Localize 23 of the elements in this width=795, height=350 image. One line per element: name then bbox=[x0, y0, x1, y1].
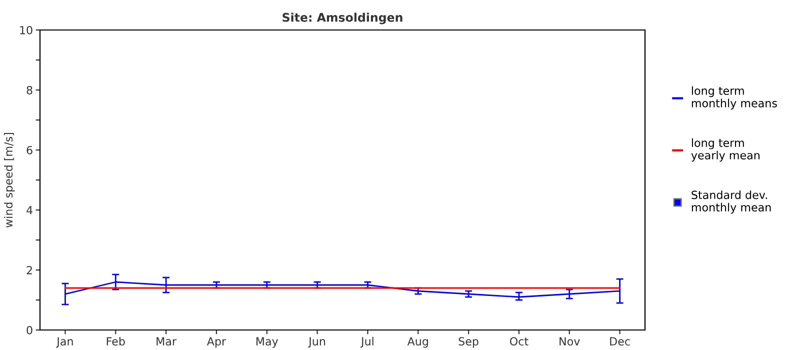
legend-label: long term monthly means bbox=[692, 86, 777, 110]
chart-title: Site: Amsoldingen bbox=[282, 12, 402, 24]
x-tick-label: May bbox=[256, 337, 278, 348]
x-tick-label: Sep bbox=[458, 337, 478, 348]
x-tick-label: Dec bbox=[610, 337, 630, 346]
x-tick-label: Oct bbox=[510, 337, 528, 346]
x-tick-label: Jul bbox=[360, 336, 374, 348]
x-tick-label: Jan bbox=[56, 337, 73, 348]
y-axis-title: wind speed [m/s] bbox=[4, 132, 15, 228]
x-tick-label: Nov bbox=[560, 337, 580, 346]
x-tick-label: Aug bbox=[407, 337, 428, 348]
y-tick-label: 8 bbox=[26, 86, 32, 94]
x-tick-label: Jun bbox=[308, 337, 326, 348]
y-tick-label: 4 bbox=[26, 206, 32, 214]
text: Standard dev. monthly mean bbox=[692, 190, 771, 214]
y-tick-label: 10 bbox=[20, 26, 32, 34]
y-tick-label: 2 bbox=[26, 266, 32, 274]
x-tick-label: Apr bbox=[206, 337, 226, 348]
y-tick-label: 6 bbox=[26, 146, 32, 154]
legend-label: long term yearly mean bbox=[691, 138, 760, 162]
x-tick-label: Mar bbox=[156, 337, 177, 346]
y-tick-label: 0 bbox=[26, 326, 32, 334]
x-tick-label: Feb bbox=[106, 336, 125, 346]
